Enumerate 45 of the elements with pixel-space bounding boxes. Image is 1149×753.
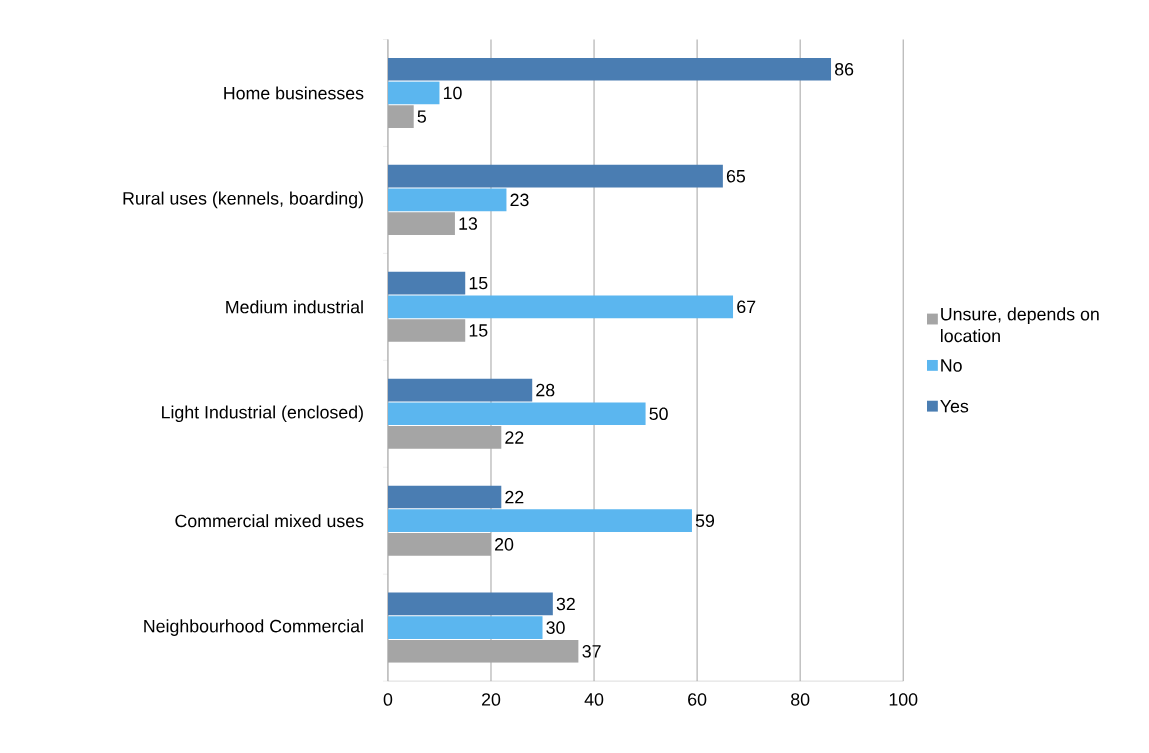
x-tick-label: 0 (383, 693, 393, 706)
x-tick-label: 100 (889, 693, 918, 706)
data-label: 15 (469, 324, 488, 337)
bar (387, 81, 440, 105)
data-label: 86 (835, 62, 854, 76)
y-tick-label: Rural uses (kennels, boarding) (123, 191, 363, 209)
x-tick-label: 40 (584, 693, 604, 706)
y-tick-label: Commercial mixed uses (175, 514, 364, 528)
bar (387, 378, 533, 402)
bar (387, 402, 646, 426)
data-label: 10 (443, 86, 462, 100)
data-label: 32 (556, 597, 575, 611)
data-label: 5 (417, 110, 426, 123)
data-label: 15 (469, 276, 488, 290)
data-label: 13 (459, 217, 478, 230)
data-label: 37 (582, 644, 601, 658)
data-label: 22 (505, 431, 524, 444)
data-label: 67 (737, 300, 756, 314)
bar (387, 616, 543, 639)
data-label: 59 (695, 514, 715, 527)
bar (387, 188, 507, 212)
y-tick-label: Home businesses (224, 86, 364, 100)
y-tick-label: Light Industrial (enclosed) (162, 405, 363, 422)
bar (387, 592, 553, 616)
legend-label: Yes (940, 400, 969, 413)
data-label: 23 (510, 193, 529, 207)
bar (387, 271, 466, 295)
x-tick-label: 80 (791, 693, 810, 706)
legend-label: No (941, 359, 962, 372)
bar (387, 509, 692, 532)
data-label: 20 (495, 538, 514, 551)
data-label: 30 (546, 621, 565, 634)
y-tick-label: Neighbourhood Commercial (144, 619, 363, 636)
bar (387, 295, 734, 319)
bar (387, 57, 832, 81)
x-tick-label: 60 (688, 693, 707, 706)
data-label: 50 (649, 407, 668, 420)
legend-label: Unsure, depends on location (941, 307, 1099, 343)
data-label: 22 (505, 490, 524, 504)
data-label: 65 (726, 169, 746, 183)
bar (387, 164, 723, 188)
data-label: 28 (536, 383, 555, 397)
bar (387, 485, 502, 509)
y-tick-label: Medium industrial (226, 300, 363, 314)
x-tick-label: 20 (482, 693, 501, 706)
